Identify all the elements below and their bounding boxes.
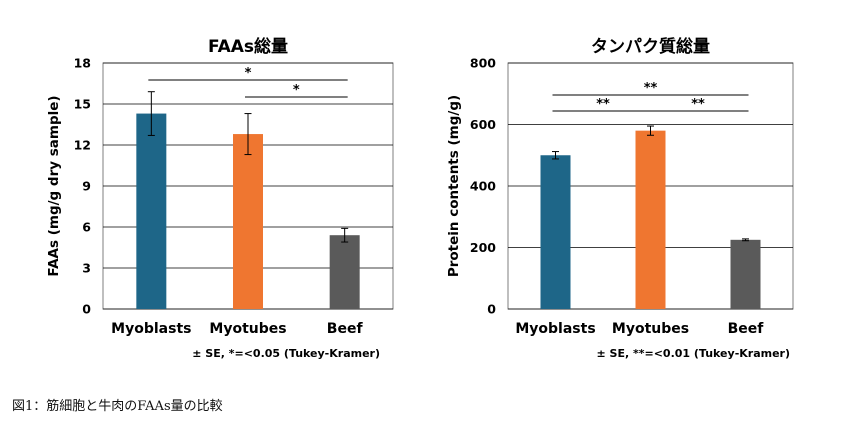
y-axis-label: FAAs (mg/g dry sample) <box>46 95 62 276</box>
y-tick-label: 6 <box>82 220 91 235</box>
stats-note: ± SE, **=<0.01 (Tukey-Kramer) <box>596 347 790 360</box>
y-tick-label: 0 <box>487 302 496 317</box>
significance-label: ** <box>691 97 705 112</box>
y-tick-label: 12 <box>74 138 91 153</box>
significance-label: * <box>293 83 300 98</box>
stats-note: ± SE, *=<0.05 (Tukey-Kramer) <box>192 347 380 360</box>
category-label: Myoblasts <box>111 321 191 337</box>
bar-myotubes <box>635 130 666 309</box>
y-tick-label: 15 <box>74 97 91 112</box>
category-label: Myotubes <box>612 321 689 337</box>
chart-faas-total: FAAs総量 0 3 6 9 12 15 18 FAAs (mg/g dry sample) My… <box>46 36 394 360</box>
chart-title: FAAs総量 <box>208 36 288 57</box>
bar-myotubes <box>233 134 263 309</box>
category-label: Beef <box>327 321 364 337</box>
y-tick-label: 0 <box>82 302 91 317</box>
y-axis-label: Protein contents (mg/g) <box>446 95 462 277</box>
y-tick-label: 200 <box>470 240 496 255</box>
category-label: Beef <box>728 321 765 337</box>
bar-beef <box>730 239 761 309</box>
category-label: Myotubes <box>209 321 286 337</box>
figure-caption: 図1：筋細胞と牛肉のFAAs量の比較 <box>12 399 223 414</box>
significance-label: ** <box>644 81 658 96</box>
y-tick-label: 800 <box>470 56 496 71</box>
y-tick-label: 9 <box>82 179 91 194</box>
bar-myoblasts <box>540 155 571 309</box>
significance-label: * <box>245 66 252 81</box>
y-tick-label: 600 <box>470 117 496 132</box>
y-tick-label: 18 <box>74 56 91 71</box>
bar-beef <box>329 235 360 309</box>
chart-protein-total: タンパク質総量 0 200 400 600 800 Protein contents (mg… <box>446 36 794 360</box>
y-tick-label: 3 <box>82 261 91 276</box>
category-label: Myoblasts <box>515 321 595 337</box>
bar-myoblasts <box>136 113 167 309</box>
chart-title: タンパク質総量 <box>591 36 710 57</box>
y-tick-label: 400 <box>470 179 496 194</box>
significance-label: ** <box>596 97 610 112</box>
